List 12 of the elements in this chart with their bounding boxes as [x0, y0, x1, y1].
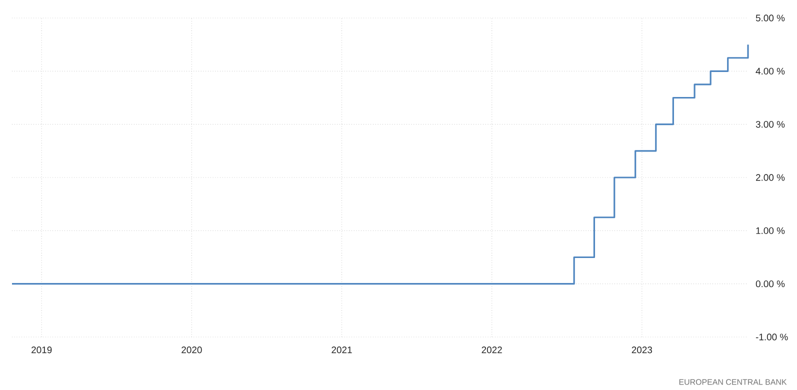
y-tick-label: -1.00 %	[756, 334, 788, 340]
x-tick-label: 2023	[632, 346, 652, 354]
x-tick-label: 2021	[332, 346, 352, 354]
x-tick-label: 2022	[482, 346, 502, 354]
y-tick-label: 4.00 %	[756, 68, 785, 75]
x-tick-label: 2020	[182, 346, 202, 354]
y-tick-label: 2.00 %	[756, 174, 785, 181]
y-tick-label: 3.00 %	[756, 120, 785, 128]
y-tick-label: 0.00 %	[756, 280, 785, 288]
y-tick-label: 1.00 %	[756, 227, 785, 234]
y-tick-label: 5.00 %	[756, 14, 785, 22]
x-tick-label: 2019	[32, 346, 52, 354]
